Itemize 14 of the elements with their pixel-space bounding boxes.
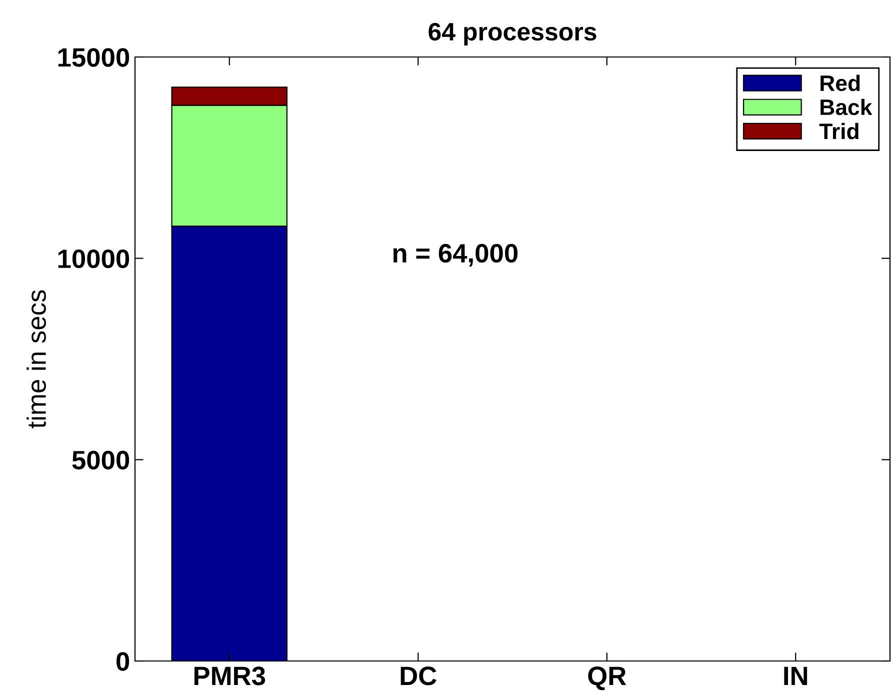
x-tick-label: QR	[588, 666, 626, 690]
legend-label: Trid	[819, 122, 858, 140]
annotation: n = 64,000	[393, 244, 518, 266]
y-tick-label: 15000	[58, 48, 130, 67]
legend-label: Back	[820, 98, 872, 116]
legend-label: Red	[820, 74, 860, 92]
chart-title: 64 processors	[428, 22, 596, 46]
x-tick-label: IN	[784, 666, 808, 685]
y-tick-label: 10000	[58, 249, 130, 268]
x-tick-label: PMR3	[194, 666, 266, 686]
y-axis-title: time in secs	[26, 290, 46, 428]
y-tick-label: 0	[116, 652, 130, 671]
x-tick-label: DC	[400, 666, 436, 686]
y-tick-label: 5000	[72, 450, 130, 470]
